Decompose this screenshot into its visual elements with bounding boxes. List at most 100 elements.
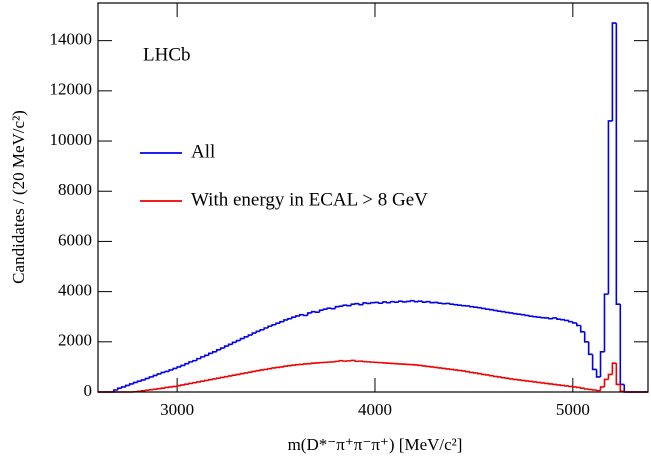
histogram-bin [148,388,154,391]
histogram-bin [263,327,269,330]
histogram-bin [310,310,316,313]
histogram-bin [350,303,356,306]
histogram-bin [615,23,621,305]
histogram-bin [441,302,447,305]
histogram-bin [536,316,542,319]
y-tick-label: 4000 [58,281,92,300]
histogram-bin [378,302,383,304]
histogram-bin [397,300,403,303]
histogram-bin [595,389,601,392]
histogram-bin [461,370,466,372]
histogram-bin [583,331,589,343]
histogram-bin [619,384,625,393]
y-tick-label: 2000 [58,331,92,350]
histogram-bin [196,381,201,383]
histogram-bin [334,305,340,309]
histogram-bin [204,354,209,357]
histogram-bin [556,384,561,386]
histogram-bin [524,380,530,382]
histogram-bin [421,365,427,367]
histogram-bin [306,312,312,316]
histogram-bin [417,364,423,367]
histogram-bin [235,373,241,376]
histogram-bin [409,299,415,302]
histogram-bin [520,313,526,316]
histogram-bin [184,383,190,386]
histogram-bin [354,302,360,305]
x-axis-label: m(D*⁻π⁺π⁻π⁺) [MeV/c²] [288,435,463,454]
histogram-bin [528,380,534,383]
histogram-bin [437,367,443,369]
histogram-bin [204,379,209,382]
histogram-bin [572,386,577,388]
histogram-bin [362,360,368,363]
histogram-bin [564,319,569,322]
histogram-bin [390,300,395,303]
histogram-bin [575,386,581,389]
histogram-bin [275,322,281,325]
histogram-bin [239,372,245,375]
histogram-bin [579,325,585,333]
histogram-bin [156,373,162,376]
histogram-bin [310,362,316,364]
histogram-bin [516,379,522,381]
histogram-bin [540,316,546,319]
histogram-bin [251,332,257,336]
histogram-bin [587,341,593,356]
histogram-bin [528,315,534,318]
histogram-bin [504,377,510,379]
y-tick-label: 14000 [50,30,93,49]
histogram-bin [473,372,478,374]
histogram-bin [350,359,356,362]
histogram-bin [200,356,205,359]
histogram-bin [429,366,435,368]
histogram-bin [477,306,482,309]
histogram-bin [417,300,423,302]
histogram-bin [295,315,300,318]
histogram-bin [279,320,284,324]
histogram-bin [188,361,193,364]
histogram-bin [500,376,506,379]
histogram-bin [144,377,150,380]
histogram-bin [512,378,518,381]
histogram-bin [405,300,411,303]
histogram-bin [382,301,387,304]
histogram-bin [481,373,486,376]
histogram-bin [579,387,585,390]
histogram-bin [295,363,300,366]
histogram-bin [231,374,237,376]
histogram-bin [433,366,439,369]
histogram-bin [263,368,269,371]
histogram-bin [247,334,253,337]
histogram-bin [223,345,229,349]
x-tick-label: 4000 [358,400,392,419]
histogram-bin [603,378,609,387]
histogram-bin [207,352,213,356]
histogram-bin [453,369,459,371]
histogram-bin [425,365,431,368]
histogram-bin [168,386,174,388]
y-tick-label: 0 [84,381,93,400]
plot-frame [97,2,649,393]
histogram-bin [259,369,265,371]
histogram-bin [116,387,122,390]
histogram-bin [326,307,332,310]
histogram-bin [322,308,328,311]
x-tick-label: 3000 [160,400,194,419]
histogram-bin [132,381,138,384]
y-tick-label: 6000 [58,230,92,249]
histogram-bin [302,363,308,365]
histogram-bin [548,383,554,385]
histogram-bin [124,384,130,387]
histogram-bin [413,300,419,303]
histogram-bin [180,384,186,386]
histogram-bin [200,380,205,383]
histogram-bin [564,385,569,387]
histogram-bin [615,363,621,386]
histogram-bin [401,301,407,303]
histogram-bin [267,325,273,329]
histogram-bin [243,335,249,339]
histogram-bin [172,385,178,388]
y-axis-label: Candidates / (20 MeV/c²) [9,110,28,284]
